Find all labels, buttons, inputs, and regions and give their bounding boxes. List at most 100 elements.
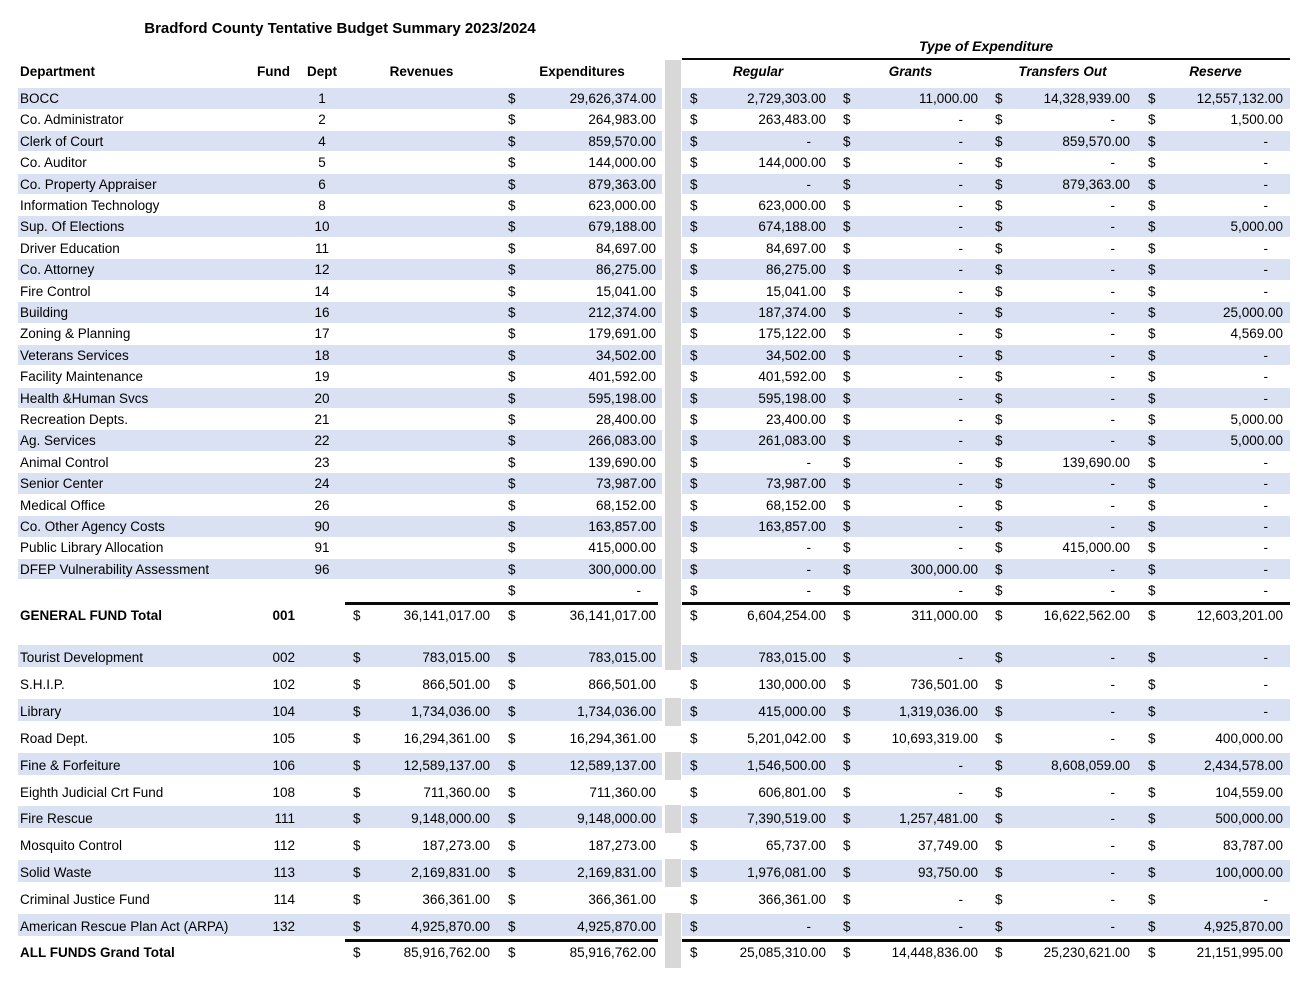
department-cell: Co. Attorney [20,262,95,278]
regular-dollar: $ [690,347,698,363]
regular-value: - [806,176,812,192]
reserve-value: 25,000.00 [1222,305,1283,320]
regular-dollar: $ [690,540,698,556]
grants-value: - [958,497,964,513]
reserve-value: 500,000.00 [1215,811,1283,827]
expenditures-value: 16,294,361.00 [569,730,656,746]
reserve-value: 100,000.00 [1215,865,1283,881]
transfers-out-dollar: $ [995,519,1003,534]
grants-value: - [958,326,964,342]
expenditures-value: 264,983.00 [588,112,656,128]
reserve-value: - [1263,155,1269,171]
pane-divider-segment [665,751,681,780]
table-row: Facility Maintenance 19 $401,592.00 $401,59… [0,366,1309,387]
table-row: GENERAL FUND Total 001 $36,141,017.00 $36,1… [0,605,1309,626]
regular-dollar: $ [690,919,698,934]
department-cell: Solid Waste [20,865,92,881]
table-row: Zoning & Planning 17 $179,691.00 $175,122.0… [0,323,1309,344]
grants-dollar: $ [843,838,851,854]
regular-dollar: $ [690,519,698,534]
expenditures-value: 34,502.00 [595,347,656,363]
department-cell: Eighth Judicial Crt Fund [20,784,164,800]
page-title: Bradford County Tentative Budget Summary… [144,20,536,37]
transfers-out-value: - [1110,519,1116,534]
reserve-value: - [1263,347,1269,363]
department-cell: S.H.I.P. [20,676,65,692]
total-rule [682,939,1290,942]
transfers-out-value: 139,690.00 [1062,454,1130,470]
regular-dollar: $ [690,757,698,773]
department-cell: Health &Human Svcs [20,390,149,406]
regular-dollar: $ [690,676,698,692]
transfers-out-value: - [1110,262,1116,278]
regular-dollar: $ [690,176,698,192]
grants-value: - [958,919,964,934]
row-band-left [18,698,662,721]
revenues-dollar: $ [353,838,361,854]
table-row: Recreation Depts. 21 $28,400.00 $23,400.00 $… [0,409,1309,430]
grants-dollar: $ [843,454,851,470]
dept-cell: 12 [314,262,330,278]
reserve-dollar: $ [1148,703,1156,719]
transfers-out-value: - [1110,703,1116,719]
grants-dollar: $ [843,176,851,192]
grants-value: 1,319,036.00 [899,703,978,719]
table-row: Ag. Services 22 $266,083.00 $261,083.00 $ - $ -… [0,430,1309,451]
row-band-left [18,302,662,323]
reserve-dollar: $ [1148,155,1156,171]
reserve-value: 4,925,870.00 [1204,919,1283,934]
grants-value: - [958,433,964,449]
regular-dollar: $ [690,412,698,427]
regular-value: 86,275.00 [765,262,826,278]
transfers-out-value: - [1110,650,1116,665]
expenditures-value: 29,626,374.00 [569,91,656,106]
regular-dollar: $ [690,240,698,256]
regular-dollar: $ [690,219,698,235]
expenditures-dollar: $ [508,155,516,171]
reserve-dollar: $ [1148,347,1156,363]
transfers-out-value: - [1110,390,1116,406]
fund-cell: 002 [272,650,295,665]
reserve-value: - [1263,650,1269,665]
expenditures-value: 84,697.00 [595,240,656,256]
row-band-left [18,387,662,409]
regular-value: 623,000.00 [758,198,826,213]
regular-dollar: $ [690,326,698,342]
transfers-out-value: - [1110,811,1116,827]
grants-dollar: $ [843,112,851,128]
transfers-out-dollar: $ [995,838,1003,854]
grants-value: - [958,476,964,492]
reserve-dollar: $ [1148,892,1156,908]
grants-value: 311,000.00 [911,608,978,623]
row-band-right [682,344,1290,366]
reserve-dollar: $ [1148,676,1156,692]
grants-dollar: $ [843,390,851,406]
transfers-out-value: 16,622,562.00 [1043,608,1130,623]
grants-dollar: $ [843,497,851,513]
regular-value: 23,400.00 [765,412,826,427]
regular-dollar: $ [690,133,698,149]
grants-value: - [958,412,964,427]
regular-value: 15,041.00 [765,283,826,299]
grants-value: - [958,583,964,599]
expenditures-dollar: $ [508,326,516,342]
grants-value: - [958,347,964,363]
dept-cell: 91 [314,540,330,556]
regular-dollar: $ [690,262,698,278]
regular-dollar: $ [690,112,698,128]
regular-dollar: $ [690,730,698,746]
transfers-out-value: - [1110,583,1116,599]
grants-dollar: $ [843,811,851,827]
transfers-out-dollar: $ [995,892,1003,908]
grants-value: - [958,240,964,256]
reserve-value: - [1263,176,1269,192]
department-cell: Building [20,305,69,320]
row-band-left [18,88,662,109]
reserve-value: - [1263,240,1269,256]
row-band-right [682,860,1290,883]
expenditure-group-label: Type of Expenditure [918,38,1054,54]
department-cell: Animal Control [20,454,109,470]
dept-cell: 8 [318,198,326,213]
dept-cell: 96 [314,561,330,577]
